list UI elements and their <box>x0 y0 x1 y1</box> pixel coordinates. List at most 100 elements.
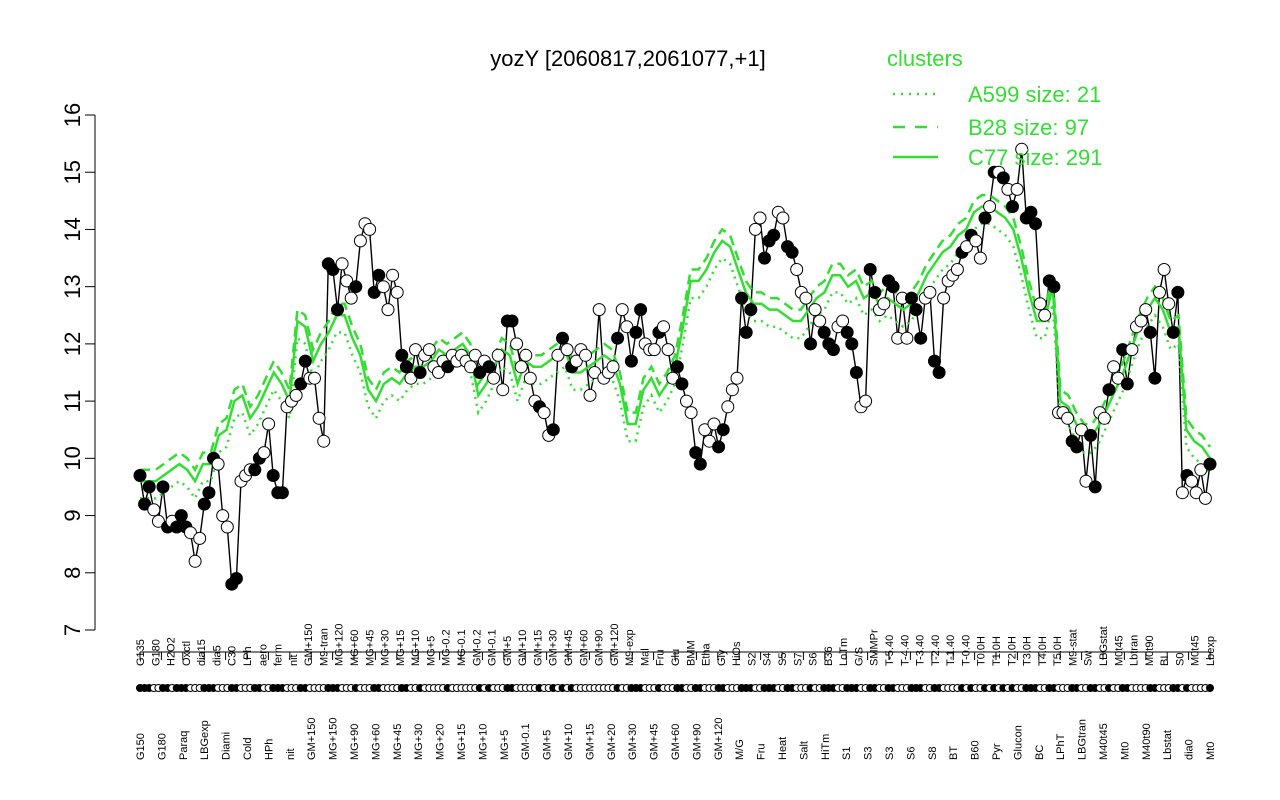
data-point <box>386 268 400 282</box>
x-tick-label: G150 <box>135 733 147 760</box>
x-tick-label: nit <box>285 748 297 760</box>
x-tick-label: S1 <box>841 747 853 760</box>
x-tick-label: HPh <box>263 739 275 760</box>
data-point <box>725 383 739 397</box>
data-point <box>174 509 188 523</box>
y-tick-label: 14 <box>60 217 85 241</box>
x-tick-label: HiTm <box>820 734 832 760</box>
data-point <box>1029 217 1042 231</box>
x-tick-label: MG+30 <box>413 724 425 760</box>
x-tick-label: T5.0H <box>1052 636 1064 666</box>
data-point <box>1148 371 1162 385</box>
data-point <box>390 285 404 299</box>
x-tick-label: SMMPr <box>869 629 881 666</box>
data-point <box>657 320 670 334</box>
x-tick-label: Mt0 <box>1119 742 1131 760</box>
x-tick-label: Paraq <box>178 731 190 760</box>
data-point <box>372 268 386 282</box>
x-tick-label: Cold <box>242 737 254 760</box>
x-tick-label: S8 <box>927 747 939 760</box>
y-tick-label: 10 <box>60 446 85 470</box>
x-tick-label: T2.0H <box>1006 636 1018 666</box>
x-tick-label: GM+150 <box>303 624 315 667</box>
data-point <box>849 366 863 379</box>
data-point <box>707 417 721 431</box>
x-tick-label: LoTm <box>838 638 850 666</box>
data-point <box>331 303 344 317</box>
data-point <box>147 503 161 517</box>
x-tick-label: MG+60 <box>349 630 361 666</box>
data-point <box>767 228 781 242</box>
x-tick-label: MG-0.2 <box>441 629 453 666</box>
x-tick-label: GM+120 <box>609 624 621 667</box>
x-axis: G150 G180 Paraq LBGexp Diami Cold HPh nit GM+150… <box>135 624 1217 761</box>
x-tick-label: dia0 <box>1184 739 1196 760</box>
y-tick-label: 9 <box>60 509 85 521</box>
data-point <box>363 222 377 236</box>
x-tick-label: MG+45 <box>392 724 404 760</box>
data-point <box>863 263 877 276</box>
data-point <box>620 320 634 334</box>
y-tick-label: 16 <box>60 103 85 127</box>
data-point <box>606 360 620 374</box>
data-point <box>510 337 524 351</box>
data-point <box>556 331 569 345</box>
data-point <box>716 423 730 437</box>
x-tick-label: Lbexp <box>1205 636 1217 666</box>
data-point <box>197 497 211 511</box>
data-point <box>1153 285 1166 299</box>
x-tick-label: nit <box>288 654 300 666</box>
data-point <box>349 280 363 294</box>
data-point <box>432 366 445 379</box>
data-point <box>514 360 528 374</box>
data-point <box>496 383 510 397</box>
data-point <box>395 348 409 362</box>
x-tick-label: Salt <box>798 741 810 760</box>
data-point <box>1157 263 1171 276</box>
data-point <box>748 222 762 236</box>
x-tick-label: GM+10 <box>563 724 575 760</box>
data-point <box>473 366 487 379</box>
data-point <box>583 388 597 402</box>
x-tick-label: ferm <box>273 644 285 666</box>
x-tick-label: Heat <box>777 737 789 760</box>
x-tick-label: BT <box>948 746 960 760</box>
data-point <box>1047 280 1061 294</box>
cluster-line-b28 <box>140 193 1212 473</box>
x-tick-label: G180 <box>150 639 162 666</box>
data-point <box>629 325 643 339</box>
data-point <box>1134 314 1148 328</box>
data-point <box>133 469 147 482</box>
data-point <box>702 434 716 448</box>
data-point <box>675 377 689 391</box>
data-points <box>133 142 1217 591</box>
y-tick-label: 8 <box>60 567 85 579</box>
data-point <box>753 211 767 225</box>
data-point <box>693 457 707 471</box>
data-point <box>1024 205 1038 219</box>
x-tick-label: LBGexp <box>199 720 211 760</box>
data-point <box>670 360 684 374</box>
data-point <box>220 520 234 534</box>
data-point <box>859 394 873 408</box>
data-point <box>546 423 560 437</box>
x-tick-label: dia15 <box>196 639 208 666</box>
data-point <box>404 371 418 385</box>
data-point <box>464 360 478 374</box>
data-point <box>317 434 331 448</box>
x-tick-label: S7 <box>792 653 804 666</box>
data-point <box>422 343 436 357</box>
data-point <box>1185 474 1199 488</box>
data-point <box>730 371 744 385</box>
data-point <box>468 348 482 362</box>
data-point <box>680 394 693 408</box>
x-tick-label: Lbtran <box>1129 635 1141 666</box>
data-point <box>978 211 992 225</box>
data-point <box>1125 343 1139 357</box>
x-tick-label: GM+60 <box>578 630 590 666</box>
x-tick-label: Diami <box>221 732 233 760</box>
data-point <box>335 257 349 271</box>
data-point <box>909 303 923 317</box>
data-point <box>579 348 592 362</box>
x-tick-label: LBGstat <box>1098 626 1110 666</box>
